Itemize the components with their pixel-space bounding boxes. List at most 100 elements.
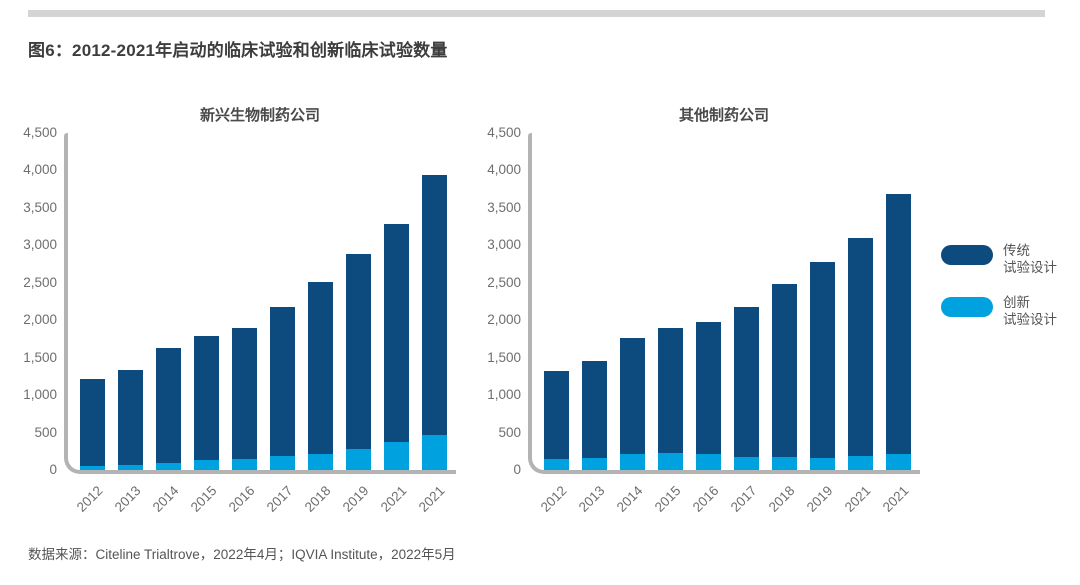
y-tick-label: 4,500 — [487, 125, 521, 140]
chart-title: 新兴生物制药公司 — [199, 107, 320, 124]
y-tick-label: 2,000 — [487, 312, 521, 328]
segment-innovative — [80, 466, 105, 470]
stacked-bar — [80, 378, 105, 470]
x-tick-label: 2016 — [225, 483, 258, 515]
segment-innovative — [422, 434, 447, 470]
segment-innovative — [270, 456, 295, 470]
stacked-bar — [346, 254, 371, 470]
stacked-bar — [270, 306, 295, 470]
segment-traditional — [156, 347, 181, 463]
chart-title: 其他制药公司 — [678, 107, 769, 124]
segment-traditional — [658, 328, 683, 453]
x-tick-label: 2017 — [263, 483, 296, 515]
stacked-bar — [810, 261, 835, 470]
legend-label-line: 传统 — [1003, 243, 1030, 258]
stacked-bar — [886, 194, 911, 470]
stacked-bar — [658, 328, 683, 470]
stacked-bar — [156, 347, 181, 470]
y-tick-label: 3,000 — [487, 237, 521, 253]
x-tick-label: 2012 — [73, 483, 106, 515]
segment-innovative — [384, 441, 409, 470]
chart-body: 4,500 4,000 3,500 3,000 2,500 2,000 1,500 1,000… — [487, 125, 920, 477]
y-tick-label: 2,500 — [487, 274, 521, 290]
legend-label-line: 试验设计 — [1003, 312, 1057, 327]
y-tick-label: 2,000 — [23, 312, 57, 328]
stacked-bar — [734, 306, 759, 470]
segment-traditional — [848, 237, 873, 457]
y-tick-label: 0 — [49, 462, 57, 477]
stacked-bar — [308, 282, 333, 470]
stacked-bar — [194, 335, 219, 470]
segment-innovative — [848, 456, 873, 470]
segment-traditional — [80, 378, 105, 467]
y-tick-label: 4,000 — [23, 162, 57, 178]
x-tick-label: 2021 — [377, 483, 410, 515]
x-tick-label: 2016 — [689, 483, 722, 515]
stacked-bar — [772, 283, 797, 470]
y-tick-label: 0 — [513, 462, 521, 477]
segment-innovative — [194, 459, 219, 470]
y-axis: 4,500 4,000 3,500 3,000 2,500 2,000 1,500 1,000… — [487, 125, 528, 477]
chart-body: 4,500 4,000 3,500 3,000 2,500 2,000 1,500 1,000… — [23, 125, 456, 477]
segment-traditional — [734, 306, 759, 457]
segment-innovative — [118, 464, 143, 470]
plot-area — [528, 133, 920, 474]
x-tick-label: 2018 — [765, 483, 798, 515]
x-tick-label: 2015 — [651, 483, 684, 515]
segment-innovative — [696, 454, 721, 470]
y-tick-label: 1,500 — [487, 349, 521, 365]
stacked-bar — [696, 322, 721, 470]
segment-innovative — [772, 456, 797, 470]
segment-innovative — [658, 452, 683, 470]
y-tick-label: 1,000 — [23, 387, 57, 403]
segment-traditional — [696, 322, 721, 455]
y-tick-label: 3,500 — [487, 199, 521, 215]
segment-traditional — [346, 254, 371, 450]
figure-title: 图6：2012-2021年启动的临床试验和创新临床试验数量 — [28, 41, 448, 60]
x-axis: 2012 2013 2014 2015 2016 2017 2018 2019 2021 2021 — [528, 474, 920, 530]
x-tick-label: 2019 — [339, 483, 372, 515]
segment-innovative — [886, 454, 911, 470]
y-tick-label: 1,000 — [487, 387, 521, 403]
stacked-bar — [848, 237, 873, 470]
segment-traditional — [544, 371, 569, 459]
segment-traditional — [886, 194, 911, 455]
segment-traditional — [194, 335, 219, 460]
innovative-series-swatch — [941, 297, 993, 317]
segment-traditional — [308, 282, 333, 454]
y-tick-label: 1,500 — [23, 349, 57, 365]
segment-traditional — [810, 261, 835, 459]
legend: 传统 试验设计 创新 试验设计 — [941, 242, 1076, 328]
segment-traditional — [232, 327, 257, 460]
top-divider-bar — [28, 10, 1045, 17]
x-tick-label: 2019 — [803, 483, 836, 515]
x-tick-label: 2021 — [879, 483, 912, 515]
x-tick-label: 2014 — [613, 483, 646, 515]
segment-traditional — [582, 361, 607, 459]
y-tick-label: 4,500 — [23, 125, 57, 140]
x-tick-label: 2013 — [575, 483, 608, 515]
x-tick-label: 2021 — [841, 483, 874, 515]
segment-innovative — [582, 458, 607, 470]
y-tick-label: 3,500 — [23, 199, 57, 215]
x-tick-label: 2018 — [301, 483, 334, 515]
chart-other-pharma: 其他制药公司 4,500 4,000 3,500 3,000 2,500 2,000 1,5… — [487, 104, 920, 530]
y-axis: 4,500 4,000 3,500 3,000 2,500 2,000 1,500 1,000… — [23, 125, 64, 477]
segment-innovative — [308, 453, 333, 470]
y-tick-label: 4,000 — [487, 162, 521, 178]
segment-traditional — [270, 306, 295, 457]
legend-item-innovative: 创新 试验设计 — [941, 294, 1076, 328]
stacked-bar — [422, 174, 447, 470]
plot-area — [64, 133, 456, 474]
y-tick-label: 500 — [498, 424, 521, 440]
stacked-bar — [544, 371, 569, 470]
legend-item-traditional: 传统 试验设计 — [941, 242, 1076, 276]
x-tick-label: 2017 — [727, 483, 760, 515]
segment-innovative — [156, 462, 181, 470]
y-tick-label: 3,000 — [23, 237, 57, 253]
segment-traditional — [422, 174, 447, 435]
x-tick-label: 2013 — [111, 483, 144, 515]
x-tick-label: 2014 — [149, 483, 182, 515]
y-tick-label: 2,500 — [23, 274, 57, 290]
